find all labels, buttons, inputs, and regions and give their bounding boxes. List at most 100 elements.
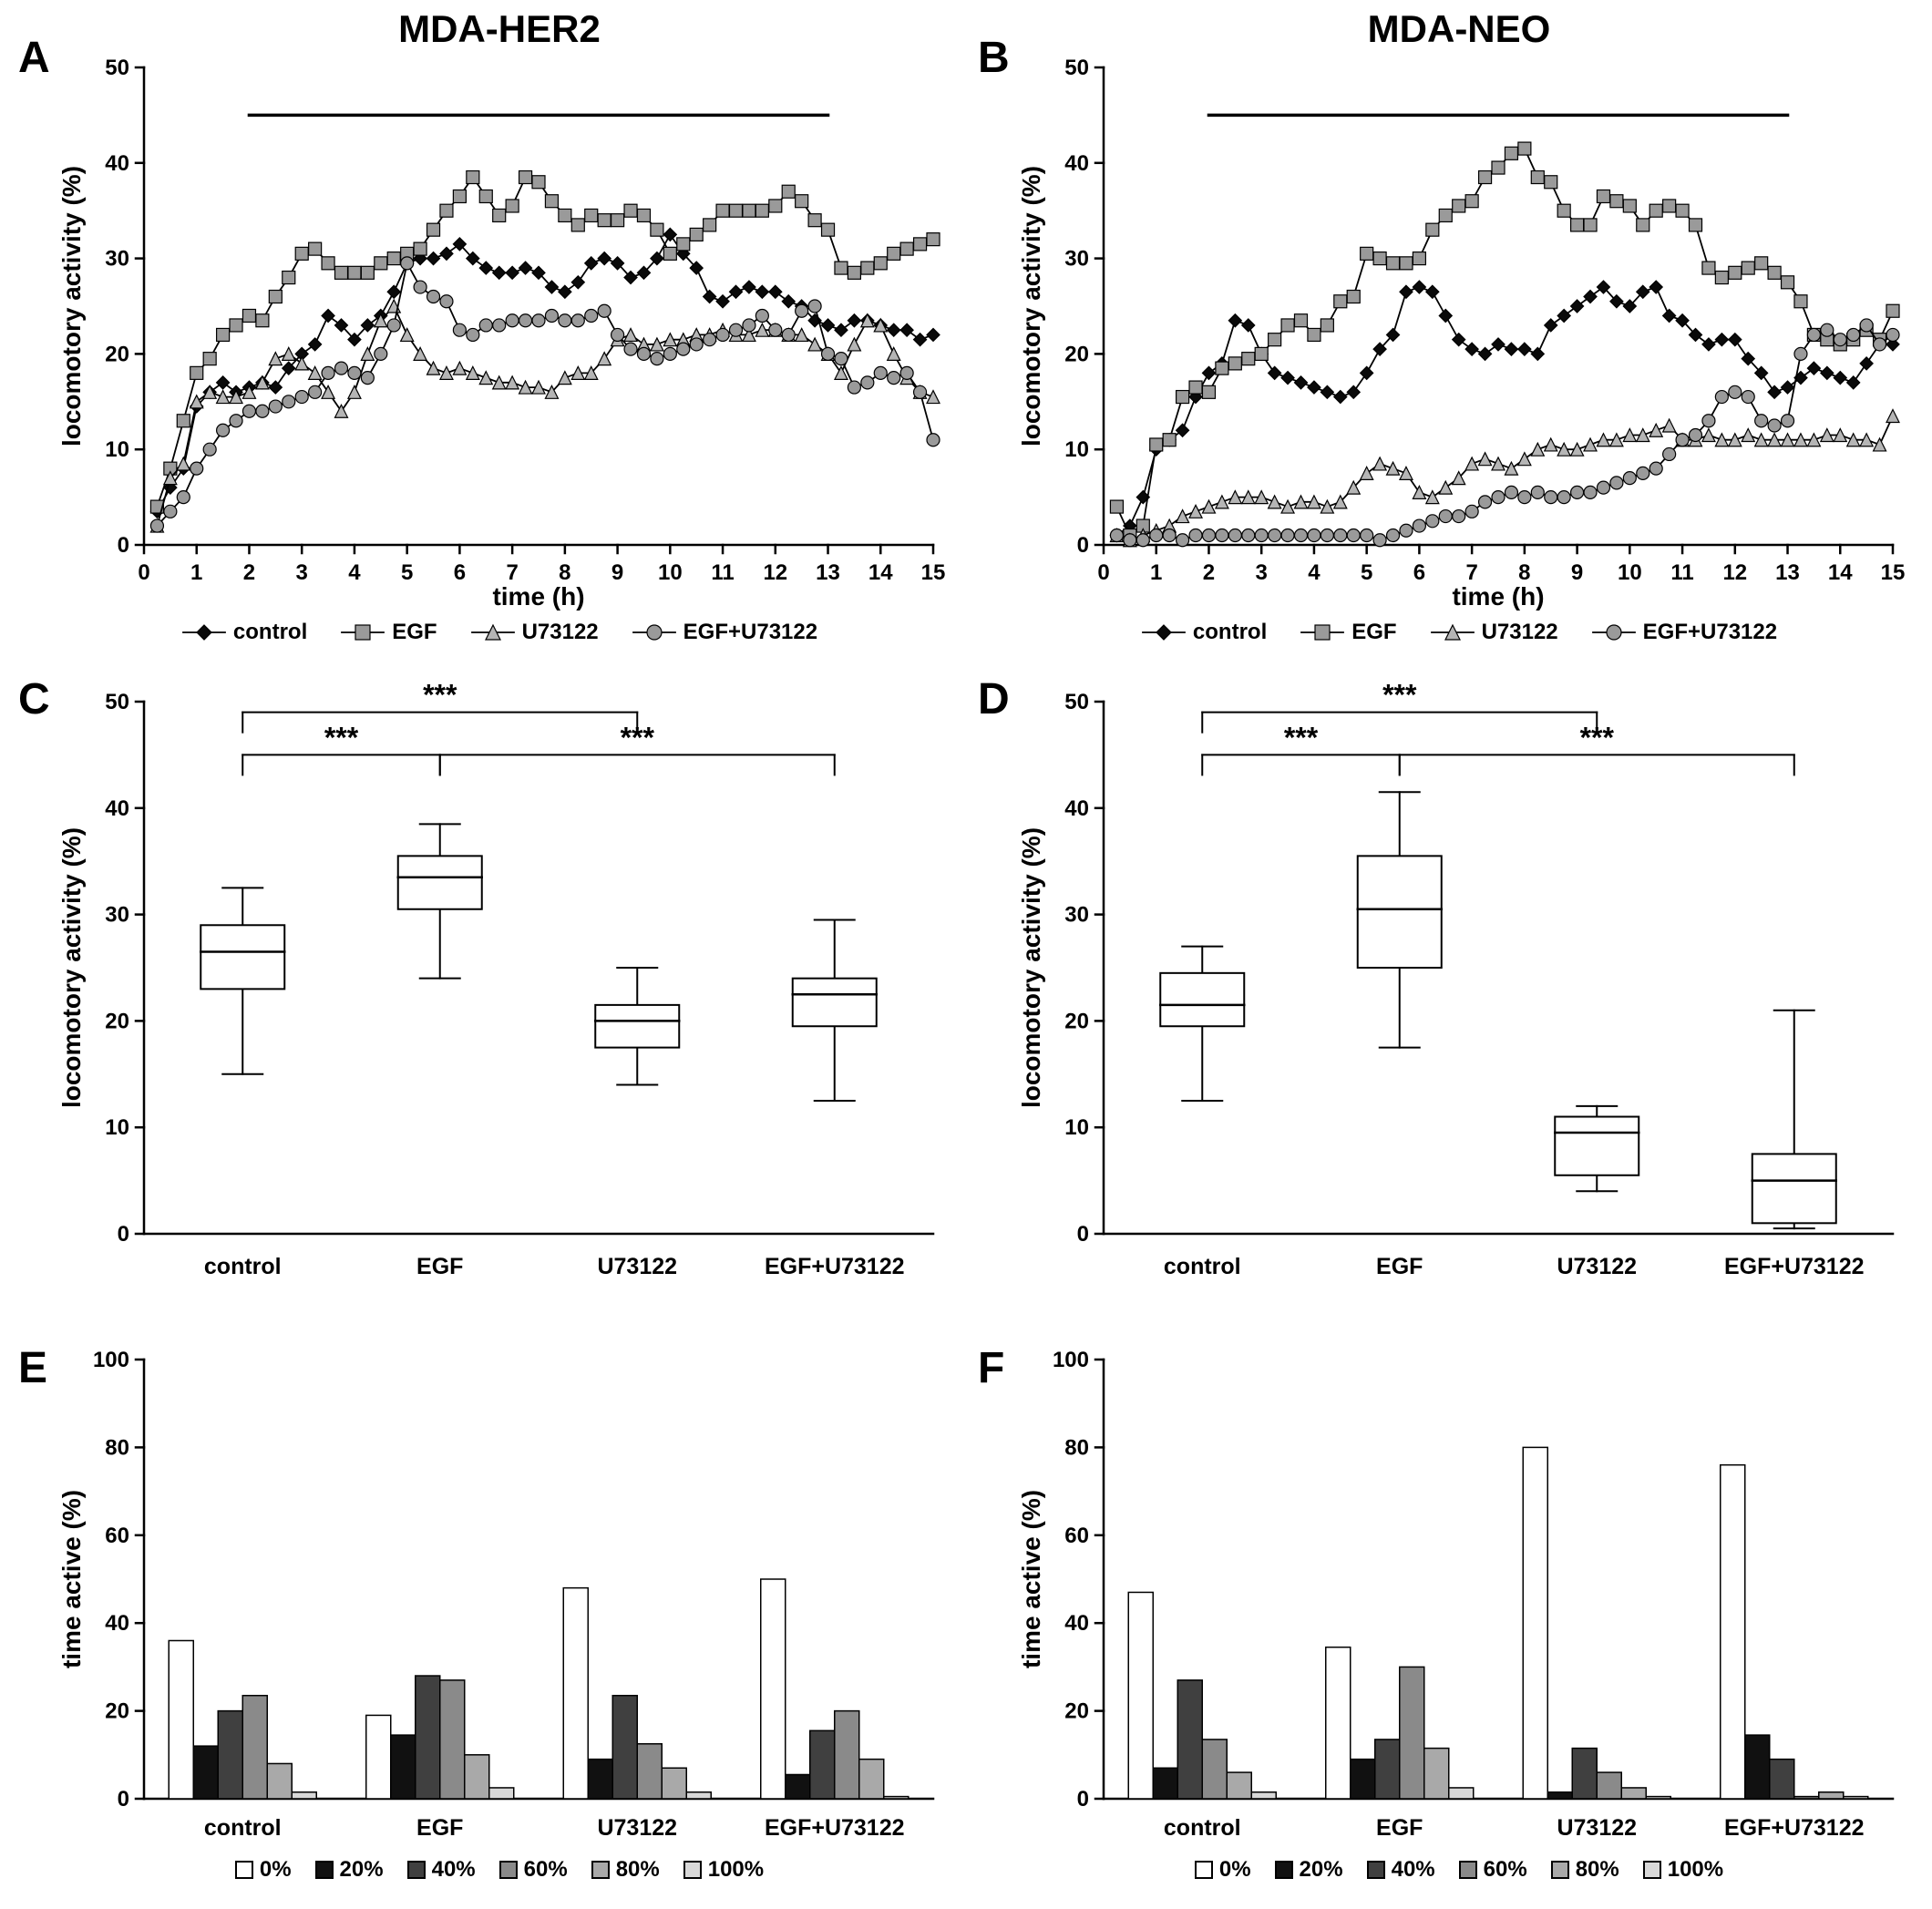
diamond-marker (1530, 346, 1546, 362)
square-legend-icon (1300, 624, 1345, 641)
bar-0% (760, 1578, 786, 1800)
bar-100% (685, 1791, 712, 1800)
legend-item-100%: 100% (1642, 1857, 1723, 1883)
circle-marker (452, 323, 467, 337)
x-tick-label: 9 (611, 560, 623, 585)
bar-chart-mda-neo: 0 20 40 60 80 100 time active (%) control EGF U73… (1017, 1348, 1895, 1841)
diamond-marker (1649, 280, 1664, 294)
square-marker (1438, 208, 1453, 223)
bar-60% (636, 1743, 663, 1800)
circle-marker (1517, 490, 1532, 505)
panel-letter-c: C (18, 675, 50, 724)
diamond-marker (1201, 365, 1217, 381)
triangle-marker (1464, 456, 1480, 471)
triangle-marker (1504, 460, 1519, 476)
x-tick-label: 1 (1150, 560, 1162, 585)
diamond-marker (531, 265, 546, 281)
legend-swatch (591, 1861, 610, 1879)
triangle-marker (1649, 422, 1664, 437)
diamond-marker (196, 624, 212, 641)
bar-40% (217, 1709, 243, 1800)
triangle-marker (1886, 408, 1900, 424)
diamond-marker (452, 237, 468, 251)
square-marker (899, 241, 914, 256)
bar-0% (1325, 1646, 1351, 1800)
triangle-marker (531, 379, 546, 395)
series-line-EGF (1115, 147, 1894, 537)
triangle-marker (1240, 489, 1256, 505)
panel-letter-a: A (18, 34, 50, 82)
triangle-legend-icon (470, 623, 515, 641)
legend-swatch (1458, 1861, 1477, 1879)
y-tick-label: 100 (93, 1348, 129, 1372)
y-tick-label: 50 (1064, 56, 1089, 80)
diamond-marker (1886, 337, 1900, 352)
triangle-marker (505, 375, 520, 390)
legend-swatch (498, 1861, 518, 1879)
square-marker (334, 265, 349, 280)
bar-60% (1399, 1666, 1425, 1800)
x-tick-label: 7 (506, 560, 518, 585)
circle-marker (400, 256, 415, 271)
square-marker (1780, 275, 1795, 290)
triangle-marker (741, 327, 756, 343)
x-tick-label: 6 (1413, 560, 1425, 585)
square-marker (1557, 203, 1571, 218)
y-tick-label: 10 (105, 1115, 129, 1140)
square-marker (1280, 318, 1295, 333)
square-marker (1675, 203, 1690, 218)
triangle-marker (215, 389, 231, 405)
diamond-marker (1609, 293, 1624, 309)
y-tick-label: 40 (105, 1611, 129, 1636)
circle-marker (584, 308, 599, 323)
circle-marker (229, 414, 243, 428)
square-marker (426, 222, 441, 237)
triangle-marker (518, 379, 533, 395)
triangle-marker (1214, 494, 1229, 509)
row-bar-charts: E 0 20 40 60 80 100 time active (%) control EGF U… (16, 1345, 1916, 1883)
legend-swatch (314, 1861, 334, 1879)
square-marker (190, 365, 204, 380)
legend-label: EGF+U73122 (1642, 620, 1778, 644)
circle-marker (1530, 485, 1545, 499)
circle-marker (334, 361, 349, 375)
diamond-marker (1780, 380, 1795, 395)
x-tick-label: 5 (1361, 560, 1372, 585)
circle-marker (1333, 528, 1348, 543)
circle-marker (321, 365, 335, 380)
diamond-marker (926, 327, 940, 343)
diamond-marker (1451, 332, 1466, 347)
square-marker (1662, 199, 1677, 213)
category-label: control (1164, 1254, 1241, 1279)
diamond-marker (1675, 313, 1690, 328)
circle-marker (755, 308, 769, 323)
legend-swatch (1274, 1861, 1293, 1879)
x-tick-label: 14 (868, 560, 893, 585)
square-marker (676, 237, 691, 251)
bar-100% (488, 1787, 515, 1800)
triangle-marker (1451, 470, 1466, 486)
diamond-marker (1399, 284, 1413, 300)
circle-marker (1767, 418, 1782, 433)
circle-marker (308, 385, 323, 399)
legend-label: 60% (1483, 1857, 1527, 1882)
circle-marker (1675, 433, 1690, 447)
triangle-marker (1359, 466, 1374, 480)
diamond-marker (1307, 380, 1321, 395)
x-axis-title: time (h) (1452, 582, 1544, 611)
circle-marker (1464, 504, 1479, 518)
square-marker (570, 218, 585, 232)
square-marker (268, 289, 283, 304)
bar-60% (834, 1709, 860, 1800)
bar-60% (1201, 1739, 1228, 1800)
column-title-mda-neo: MDA-NEO (1367, 7, 1551, 50)
diamond-marker (439, 246, 454, 262)
square-marker (1596, 189, 1611, 204)
square-marker (742, 203, 756, 218)
y-tick-label: 30 (1064, 247, 1089, 272)
legend-label: EGF (1351, 620, 1397, 644)
significance-label: *** (1284, 721, 1319, 754)
diamond-marker (820, 318, 836, 333)
circle-marker (1346, 528, 1361, 543)
box (396, 855, 483, 910)
